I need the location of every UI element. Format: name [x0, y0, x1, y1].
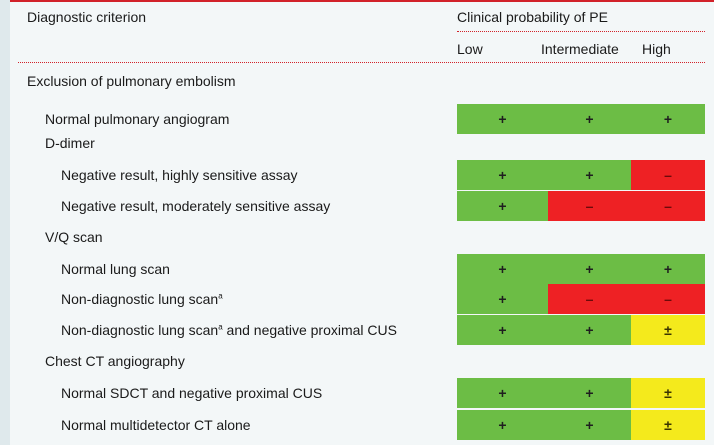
result-cell-intermediate: +	[548, 410, 631, 440]
col-high: High	[642, 41, 671, 57]
row-label-text: Chest CT angiography	[45, 353, 185, 369]
result-cell-high: ±	[631, 378, 705, 408]
row-label-text: Non-diagnostic lung scan	[61, 322, 219, 338]
row-label: V/Q scan	[45, 229, 103, 245]
result-cell-high: –	[631, 284, 705, 314]
result-cell-low: +	[457, 254, 548, 284]
row-label-text: Negative result, highly sensitive assay	[61, 167, 298, 183]
result-cell-low: +	[457, 378, 548, 408]
result-cell-intermediate: +	[548, 104, 631, 134]
result-cell-high: ±	[631, 315, 705, 345]
result-cell-intermediate: –	[548, 284, 631, 314]
result-cell-intermediate: +	[548, 160, 631, 190]
result-cell-low: +	[457, 104, 548, 134]
result-cell-low: +	[457, 315, 548, 345]
header-rule	[18, 62, 705, 63]
row-label: Normal lung scan	[61, 261, 170, 277]
result-cell-intermediate: +	[548, 254, 631, 284]
row-label: Normal pulmonary angiogram	[45, 111, 229, 127]
row-label-text: D-dimer	[45, 135, 95, 151]
result-cell-high: +	[631, 104, 705, 134]
row-label-text: Normal pulmonary angiogram	[45, 111, 230, 127]
row-label: Chest CT angiography	[45, 353, 185, 369]
result-cell-intermediate: +	[548, 378, 631, 408]
row-label: Negative result, moderately sensitive as…	[61, 198, 330, 214]
row-label: Normal multidetector CT alone	[61, 417, 251, 433]
row-label: Negative result, highly sensitive assay	[61, 167, 298, 183]
row-label-text: Exclusion of pulmonary embolism	[27, 73, 236, 89]
row-label-text: Normal multidetector CT alone	[61, 417, 251, 433]
row-label: Exclusion of pulmonary embolism	[27, 73, 236, 89]
table-panel	[10, 0, 714, 445]
result-cell-intermediate: +	[548, 315, 631, 345]
footnote-marker: a	[218, 291, 223, 301]
result-cell-high: –	[631, 160, 705, 190]
col-intermediate: Intermediate	[541, 41, 619, 57]
row-label: Non-diagnostic lung scana	[61, 291, 223, 307]
probability-header: Clinical probability of PE	[457, 9, 608, 25]
result-cell-high: +	[631, 254, 705, 284]
result-cell-low: +	[457, 191, 548, 221]
result-cell-low: +	[457, 160, 548, 190]
result-cell-low: +	[457, 284, 548, 314]
row-label-text: Normal lung scan	[61, 261, 170, 277]
row-label-text: V/Q scan	[45, 229, 103, 245]
row-label-text: Non-diagnostic lung scan	[61, 291, 219, 307]
row-label-text: Negative result, moderately sensitive as…	[61, 198, 331, 214]
row-label-text: Normal SDCT and negative proximal CUS	[61, 385, 323, 401]
result-cell-intermediate: –	[548, 191, 631, 221]
header-subrule	[457, 31, 705, 32]
result-cell-high: ±	[631, 410, 705, 440]
result-cell-low: +	[457, 410, 548, 440]
col-low: Low	[457, 41, 483, 57]
top-rule	[10, 0, 714, 2]
row-label-suffix: and negative proximal CUS	[222, 322, 397, 338]
footnote-marker: a	[218, 322, 223, 332]
result-cell-high: –	[631, 191, 705, 221]
row-label: D-dimer	[45, 135, 95, 151]
row-label: Normal SDCT and negative proximal CUS	[61, 385, 322, 401]
row-label: Non-diagnostic lung scana and negative p…	[61, 322, 397, 338]
criterion-header: Diagnostic criterion	[27, 9, 147, 25]
